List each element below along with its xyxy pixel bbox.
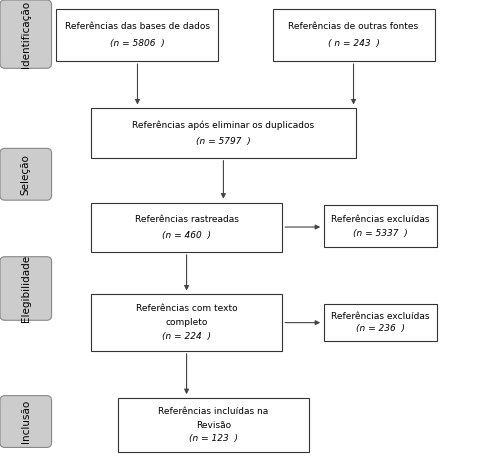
FancyBboxPatch shape (91, 203, 282, 252)
Text: Seleção: Seleção (21, 154, 31, 195)
Text: Referências após eliminar os duplicados: Referências após eliminar os duplicados (133, 120, 314, 130)
FancyBboxPatch shape (91, 294, 282, 351)
FancyBboxPatch shape (273, 9, 435, 61)
Text: Inclusão: Inclusão (21, 400, 31, 443)
FancyBboxPatch shape (0, 148, 52, 200)
FancyBboxPatch shape (91, 108, 356, 158)
Text: (n = 5806  ): (n = 5806 ) (110, 40, 165, 49)
FancyBboxPatch shape (324, 205, 437, 247)
Text: Referências das bases de dados: Referências das bases de dados (65, 22, 210, 31)
FancyBboxPatch shape (56, 9, 218, 61)
Text: (n = 5797  ): (n = 5797 ) (196, 137, 251, 146)
FancyBboxPatch shape (0, 0, 52, 68)
FancyBboxPatch shape (0, 396, 52, 447)
Text: ( n = 243  ): ( n = 243 ) (327, 40, 380, 49)
Text: Identificação: Identificação (21, 0, 31, 68)
Text: Referências com texto: Referências com texto (136, 304, 237, 313)
Text: Referências excluídas: Referências excluídas (331, 214, 430, 224)
Text: Elegibilidade: Elegibilidade (21, 255, 31, 322)
Text: Referências incluídas na: Referências incluídas na (159, 407, 269, 416)
FancyBboxPatch shape (0, 257, 52, 320)
Text: (n = 5337  ): (n = 5337 ) (353, 228, 408, 238)
Text: (n = 123  ): (n = 123 ) (189, 434, 238, 443)
Text: Referências rastreadas: Referências rastreadas (135, 214, 239, 224)
Text: Referências excluídas: Referências excluídas (331, 312, 430, 321)
Text: (n = 236  ): (n = 236 ) (356, 325, 405, 333)
Text: completo: completo (165, 318, 208, 327)
Text: (n = 224  ): (n = 224 ) (162, 332, 211, 341)
Text: Referências de outras fontes: Referências de outras fontes (288, 22, 419, 31)
Text: Revisão: Revisão (196, 421, 231, 430)
FancyBboxPatch shape (324, 304, 437, 341)
Text: (n = 460  ): (n = 460 ) (162, 231, 211, 240)
FancyBboxPatch shape (118, 398, 309, 452)
